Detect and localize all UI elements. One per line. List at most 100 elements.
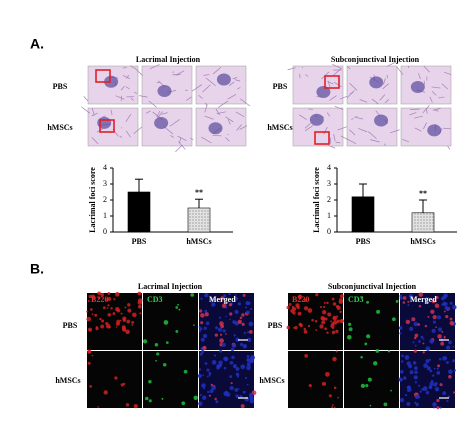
cell — [156, 352, 159, 355]
cell — [203, 387, 205, 389]
cell — [334, 406, 336, 408]
cell — [249, 393, 253, 397]
cell — [320, 306, 322, 308]
cell — [131, 324, 133, 326]
cell — [413, 361, 417, 365]
cell — [450, 318, 453, 321]
cell — [412, 341, 414, 343]
cell — [225, 391, 228, 394]
y-tick-label: 0 — [327, 227, 331, 236]
cell — [198, 401, 202, 405]
bar — [352, 197, 374, 232]
cell — [433, 321, 436, 324]
infiltrate — [427, 124, 441, 136]
cell — [326, 332, 328, 334]
cell — [299, 323, 302, 326]
cell — [364, 343, 367, 346]
group-title: Lacrimal Injection — [136, 55, 201, 64]
cell — [198, 374, 202, 378]
histology-image — [142, 108, 192, 146]
cell — [107, 313, 110, 316]
cell — [134, 404, 138, 408]
cell — [432, 329, 436, 333]
cell — [337, 397, 339, 399]
cell — [427, 366, 431, 370]
cell — [245, 377, 247, 379]
cell — [303, 328, 306, 331]
cell — [417, 323, 420, 326]
cell — [334, 317, 336, 319]
cell — [415, 381, 417, 383]
row-label: hMSCs — [259, 376, 284, 385]
cell — [161, 398, 163, 400]
cell — [324, 327, 327, 330]
cell — [201, 338, 205, 342]
cell — [443, 293, 448, 298]
cell — [315, 320, 318, 323]
cell — [229, 375, 232, 378]
bar — [128, 192, 150, 232]
cell — [122, 317, 126, 321]
cell — [202, 346, 206, 350]
cell — [209, 372, 212, 375]
cell — [416, 403, 419, 406]
cell — [418, 340, 421, 343]
y-axis-label: Lacrimal foci score — [88, 167, 97, 233]
y-tick-label: 3 — [327, 179, 331, 188]
cell — [205, 312, 209, 316]
cell — [243, 391, 246, 394]
cell — [200, 394, 202, 396]
cell — [448, 340, 452, 344]
bar-pattern — [412, 213, 434, 232]
cell — [347, 335, 352, 340]
cell — [426, 346, 431, 351]
cell — [407, 387, 411, 391]
cell — [214, 398, 216, 400]
cell — [204, 293, 208, 297]
cell — [429, 359, 431, 361]
cell — [286, 306, 289, 309]
row-label: PBS — [53, 82, 68, 91]
cell — [250, 308, 252, 310]
row-label: hMSCs — [47, 123, 72, 132]
cell — [106, 324, 111, 329]
cell — [181, 401, 185, 405]
cell — [442, 391, 446, 395]
cell — [349, 327, 353, 331]
cell — [101, 319, 104, 322]
cell — [409, 327, 413, 331]
cell — [218, 361, 222, 365]
significance: ** — [419, 189, 427, 198]
cell — [406, 320, 410, 324]
cell — [332, 331, 336, 335]
cell — [92, 355, 94, 357]
cell — [110, 307, 112, 309]
cell — [335, 330, 338, 333]
cell — [122, 325, 126, 329]
cell — [437, 368, 439, 370]
y-axis-label: Lacrimal foci score — [312, 167, 321, 233]
cell — [201, 350, 204, 353]
cell — [429, 382, 433, 386]
histology-image — [293, 66, 343, 104]
cell — [199, 309, 202, 312]
cell — [366, 301, 369, 304]
cell — [336, 315, 338, 317]
cell — [204, 310, 207, 313]
y-tick-label: 2 — [103, 195, 107, 204]
cell — [423, 386, 428, 391]
cell — [454, 369, 456, 371]
cell — [339, 300, 343, 304]
cell — [249, 322, 254, 327]
micrographs — [81, 62, 456, 410]
cell — [92, 313, 94, 315]
cell — [104, 390, 108, 394]
y-tick-label: 4 — [103, 163, 107, 172]
cell — [293, 327, 295, 329]
cell — [125, 307, 127, 309]
cell — [127, 303, 130, 306]
x-tick-label: hMSCs — [186, 237, 211, 246]
cell — [437, 334, 442, 339]
cell — [247, 362, 251, 366]
cell — [238, 302, 241, 305]
